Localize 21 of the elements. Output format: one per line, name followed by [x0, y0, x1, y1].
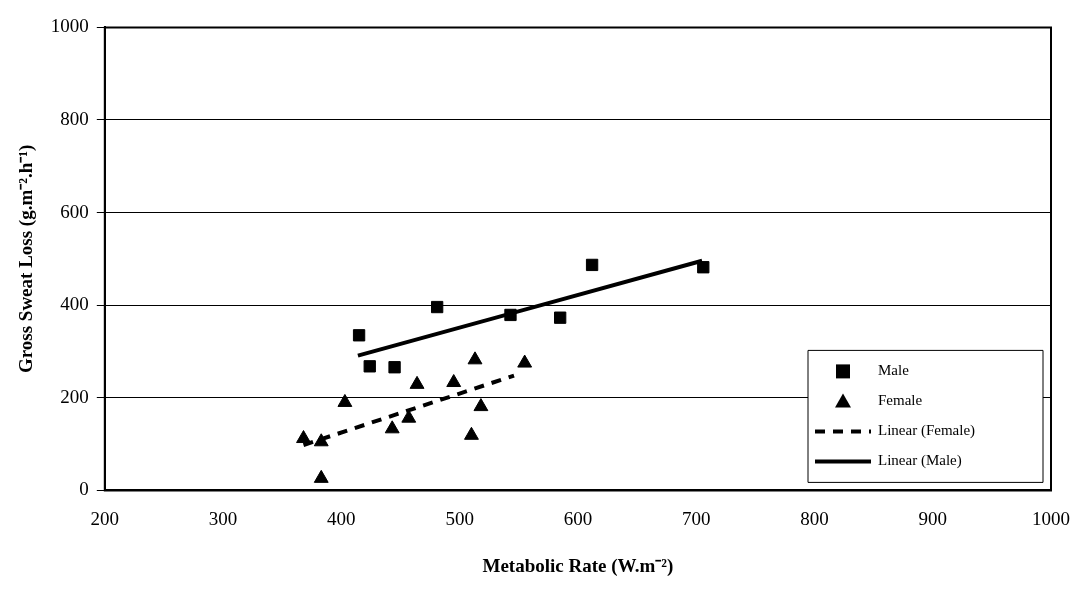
- y-tick-label: 1000: [50, 15, 89, 37]
- legend-label: Linear (Male): [878, 452, 962, 470]
- x-tick-label: 700: [681, 507, 711, 529]
- y-tick-label: 200: [60, 385, 89, 407]
- x-tick-label: 400: [327, 507, 356, 529]
- y-tick-label: 800: [60, 107, 89, 129]
- x-tick-label: 300: [208, 507, 238, 529]
- x-tick-label: 500: [445, 507, 474, 529]
- x-axis-title: Metabolic Rate (W.m⁻²): [482, 554, 674, 577]
- x-tick-label: 900: [918, 507, 947, 529]
- legend-label: Linear (Female): [878, 422, 976, 440]
- x-tick-label: 200: [90, 507, 120, 529]
- y-tick-label: 0: [79, 478, 89, 500]
- y-tick-label: 600: [60, 200, 89, 222]
- x-tick-label: 1000: [1032, 507, 1070, 529]
- y-axis-title: Gross Sweat Loss (g.m⁻².h⁻¹): [15, 144, 38, 374]
- x-tick-label: 800: [800, 507, 829, 529]
- legend-label: Female: [878, 392, 923, 409]
- x-tick-label: 600: [563, 507, 593, 529]
- legend-label: Male: [878, 362, 910, 379]
- y-tick-label: 400: [60, 293, 89, 315]
